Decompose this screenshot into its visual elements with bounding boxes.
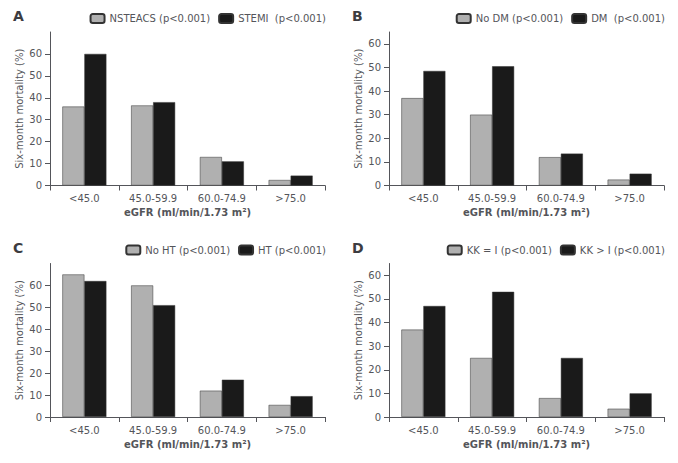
- svg-text:Six-month mortality (%): Six-month mortality (%): [353, 280, 364, 400]
- svg-text:10: 10: [29, 390, 42, 401]
- svg-text:45.0-59.9: 45.0-59.9: [468, 193, 516, 204]
- svg-text:30: 30: [368, 109, 381, 120]
- svg-text:Six-month mortality (%): Six-month mortality (%): [14, 49, 25, 169]
- svg-text:60.0-74.9: 60.0-74.9: [537, 425, 585, 436]
- svg-text:30: 30: [368, 341, 381, 352]
- svg-text:<45.0: <45.0: [69, 193, 100, 204]
- svg-text:50: 50: [368, 62, 381, 73]
- svg-text:60: 60: [29, 48, 42, 59]
- svg-text:0: 0: [36, 180, 42, 191]
- svg-text:STEMI (p<0.001): STEMI (p<0.001): [238, 13, 326, 24]
- svg-text:40: 40: [29, 92, 42, 103]
- svg-text:KK = I (p<0.001): KK = I (p<0.001): [467, 245, 552, 256]
- svg-text:60: 60: [368, 38, 381, 49]
- svg-text:40: 40: [368, 86, 381, 97]
- svg-text:0: 0: [36, 412, 42, 423]
- svg-text:40: 40: [368, 317, 381, 328]
- svg-text:DM (p<0.001): DM (p<0.001): [591, 13, 665, 24]
- svg-text:50: 50: [29, 70, 42, 81]
- svg-text:20: 20: [368, 364, 381, 375]
- svg-text:0: 0: [375, 180, 381, 191]
- svg-text:Six-month mortality (%): Six-month mortality (%): [14, 280, 25, 400]
- svg-text:60.0-74.9: 60.0-74.9: [198, 425, 246, 436]
- svg-text:<45.0: <45.0: [408, 425, 439, 436]
- svg-text:30: 30: [29, 346, 42, 357]
- svg-text:10: 10: [368, 156, 381, 167]
- svg-text:50: 50: [368, 293, 381, 304]
- svg-text:eGFR (ml/min/1.73 m²): eGFR (ml/min/1.73 m²): [124, 439, 251, 450]
- svg-text:10: 10: [368, 388, 381, 399]
- svg-text:45.0-59.9: 45.0-59.9: [129, 193, 177, 204]
- svg-text:eGFR (ml/min/1.73 m²): eGFR (ml/min/1.73 m²): [463, 207, 590, 218]
- svg-text:HT (p<0.001): HT (p<0.001): [258, 245, 326, 256]
- svg-text:No DM (p<0.001): No DM (p<0.001): [476, 13, 564, 24]
- svg-text:KK > I (p<0.001): KK > I (p<0.001): [580, 245, 665, 256]
- svg-text:>75.0: >75.0: [275, 425, 306, 436]
- svg-text:20: 20: [29, 368, 42, 379]
- svg-text:0: 0: [375, 412, 381, 423]
- svg-text:50: 50: [29, 302, 42, 313]
- svg-text:eGFR (ml/min/1.73 m²): eGFR (ml/min/1.73 m²): [463, 439, 590, 450]
- svg-text:No HT (p<0.001): No HT (p<0.001): [145, 245, 230, 256]
- svg-text:60: 60: [368, 270, 381, 281]
- svg-text:20: 20: [29, 136, 42, 147]
- svg-text:>75.0: >75.0: [614, 425, 645, 436]
- svg-text:60.0-74.9: 60.0-74.9: [198, 193, 246, 204]
- svg-text:<45.0: <45.0: [408, 193, 439, 204]
- svg-text:20: 20: [368, 133, 381, 144]
- svg-text:D: D: [352, 240, 364, 256]
- svg-text:eGFR (ml/min/1.73 m²): eGFR (ml/min/1.73 m²): [124, 207, 251, 218]
- svg-text:30: 30: [29, 114, 42, 125]
- svg-text:Six-month mortality (%): Six-month mortality (%): [353, 49, 364, 169]
- svg-text:B: B: [352, 8, 363, 24]
- svg-text:10: 10: [29, 158, 42, 169]
- svg-text:<45.0: <45.0: [69, 425, 100, 436]
- svg-text:60: 60: [29, 280, 42, 291]
- svg-text:40: 40: [29, 324, 42, 335]
- svg-text:NSTEACS (p<0.001): NSTEACS (p<0.001): [110, 13, 211, 24]
- svg-text:A: A: [13, 8, 24, 24]
- svg-text:>75.0: >75.0: [275, 193, 306, 204]
- svg-text:60.0-74.9: 60.0-74.9: [537, 193, 585, 204]
- svg-text:45.0-59.9: 45.0-59.9: [468, 425, 516, 436]
- svg-text:45.0-59.9: 45.0-59.9: [129, 425, 177, 436]
- svg-text:C: C: [13, 240, 23, 256]
- svg-text:>75.0: >75.0: [614, 193, 645, 204]
